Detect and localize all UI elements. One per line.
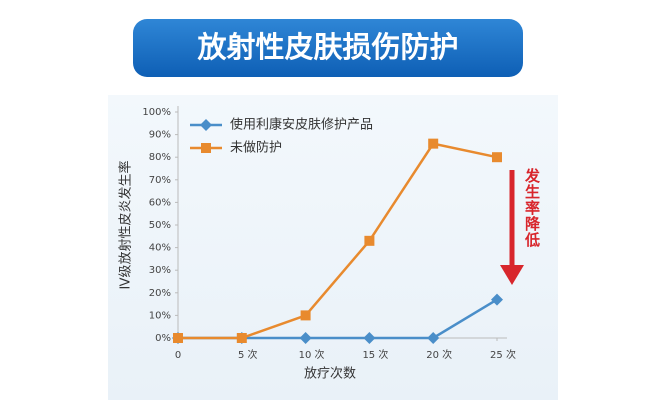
plot: 0% 10% 20% 30% 40% 50% 60% 70% 80% 90% 100% 0 5 次 10 … <box>142 106 516 361</box>
arrow-head <box>500 265 524 285</box>
series-line <box>178 142 498 340</box>
y-axis-label: Ⅳ级放射性皮炎发生率 <box>118 161 134 290</box>
data-point <box>300 310 311 321</box>
data-point <box>299 332 312 344</box>
x-axis-label: 放疗次数 <box>304 366 356 382</box>
chart-panel <box>108 95 558 400</box>
data-point <box>173 333 183 343</box>
legend-label: 未做防护 <box>230 140 282 156</box>
data-point <box>363 332 376 344</box>
y-tick-label: 90% <box>149 130 171 141</box>
y-tick-label: 60% <box>149 197 171 208</box>
x-tick-label: 20 次 <box>426 348 452 361</box>
x-tick-label: 5 次 <box>238 348 258 361</box>
data-point <box>364 235 375 246</box>
data-point <box>236 333 247 343</box>
legend-marker <box>200 119 212 131</box>
legend-label: 使用利康安皮肤修护产品 <box>230 117 373 133</box>
x-tick-label: 10 次 <box>299 348 325 361</box>
annotation: 发生率降低 <box>523 167 541 248</box>
x-tick-label: 15 次 <box>362 348 388 361</box>
x-tick-label: 0 <box>175 350 181 361</box>
y-tick-label: 80% <box>149 152 171 163</box>
y-tick-label: 100% <box>142 107 171 118</box>
data-point <box>427 332 440 344</box>
data-point <box>491 293 503 306</box>
y-tick-label: 20% <box>149 288 171 299</box>
data-point <box>492 152 502 163</box>
y-tick-label: 10% <box>149 310 171 321</box>
title-banner <box>133 19 523 77</box>
y-tick-label: 30% <box>149 265 171 276</box>
y-tick-label: 70% <box>149 175 171 186</box>
y-tick-label: 50% <box>149 220 171 231</box>
y-tick-label: 0% <box>155 333 171 344</box>
y-tick-label: 40% <box>149 243 171 254</box>
chart-title: 放射性皮肤损伤防护 <box>196 30 458 64</box>
legend-marker <box>201 143 211 153</box>
data-point <box>428 138 439 149</box>
x-tick-label: 25 次 <box>490 348 516 361</box>
